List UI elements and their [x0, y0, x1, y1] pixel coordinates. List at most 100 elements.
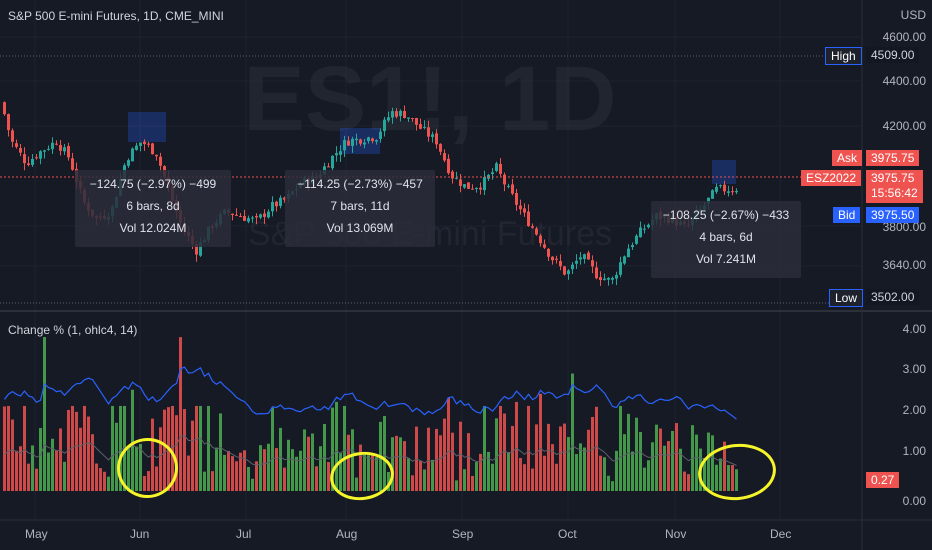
change-bar	[663, 445, 666, 491]
indicator-title[interactable]: Change % (1, ohlc4, 14)	[8, 323, 138, 337]
change-bar	[387, 471, 390, 491]
change-bar	[611, 481, 614, 491]
price-tick: 4200.00	[882, 119, 926, 133]
measurement-box[interactable]: −114.25 (−2.73%) −457 7 bars, 11d Vol 13…	[285, 170, 435, 247]
change-bar	[371, 453, 374, 491]
price-tick: 4600.00	[882, 30, 926, 44]
candle-body	[155, 154, 158, 157]
bar-countdown: 15:56:42	[871, 186, 918, 200]
change-bar	[619, 405, 622, 491]
candle-body	[619, 262, 622, 275]
change-bar	[87, 416, 90, 491]
change-bar	[95, 463, 98, 491]
change-bar	[307, 436, 310, 491]
candle-body	[403, 110, 406, 119]
time-tick: Oct	[558, 527, 577, 541]
change-bar	[515, 401, 518, 491]
candle-body	[247, 218, 250, 222]
candle-body	[263, 213, 266, 217]
measurement-bars: 7 bars, 11d	[330, 199, 390, 213]
change-bar	[531, 468, 534, 491]
candle-body	[391, 111, 394, 118]
measurement-box[interactable]: −108.25 (−2.67%) −433 4 bars, 6d Vol 7.2…	[651, 201, 801, 278]
candle-body	[387, 117, 390, 121]
change-bar	[319, 446, 322, 491]
candle-body	[627, 248, 630, 258]
candle-body	[547, 248, 550, 257]
price-tick: 3640.00	[882, 258, 926, 272]
candle-body	[643, 228, 646, 230]
measurement-box[interactable]: −124.75 (−2.97%) −499 6 bars, 8d Vol 12.…	[75, 170, 231, 247]
change-bar	[159, 427, 162, 491]
candle-body	[459, 179, 462, 186]
change-bar	[467, 433, 470, 491]
candle-body	[7, 114, 10, 131]
candle-body	[335, 153, 338, 156]
candle-body	[559, 261, 562, 267]
measurement-volume: Vol 7.241M	[695, 252, 757, 266]
change-bar	[379, 421, 382, 491]
change-bar	[631, 451, 634, 491]
change-bar	[215, 447, 218, 491]
candle-body	[15, 143, 18, 147]
candle-body	[131, 148, 134, 162]
candle-body	[483, 177, 486, 191]
change-bar	[279, 427, 282, 491]
candle-body	[251, 217, 254, 219]
candle-body	[615, 274, 618, 279]
change-bar	[139, 443, 142, 491]
candle-body	[439, 143, 442, 152]
candle-body	[11, 130, 14, 142]
change-bar	[283, 467, 286, 491]
chart-title[interactable]: S&P 500 E-mini Futures, 1D, CME_MINI	[8, 9, 224, 23]
change-bar	[623, 434, 626, 491]
candle-body	[443, 153, 446, 161]
change-bar	[335, 401, 338, 491]
change-bar	[479, 453, 482, 491]
candle-body	[31, 158, 34, 165]
change-bar	[475, 462, 478, 491]
change-bar	[699, 448, 702, 491]
change-bar	[495, 418, 498, 491]
candle-body	[451, 171, 454, 179]
candle-body	[503, 174, 506, 185]
change-bar	[131, 389, 134, 491]
change-bar	[199, 405, 202, 491]
change-bar	[207, 405, 210, 491]
change-bar	[443, 418, 446, 491]
change-bar	[527, 405, 530, 491]
change-bar	[483, 405, 486, 491]
measurement-change: −114.25 (−2.73%) −457	[297, 177, 423, 191]
change-bar	[183, 409, 186, 491]
candle-body	[127, 160, 130, 166]
candle-body	[519, 205, 522, 210]
change-bar	[551, 444, 554, 491]
candle-body	[587, 252, 590, 260]
change-bar	[679, 448, 682, 491]
measurement-volume: Vol 12.024M	[119, 221, 187, 235]
measurement-change: −108.25 (−2.67%) −433	[662, 208, 790, 222]
change-bar	[635, 417, 638, 491]
indicator-value-tag: 0.27	[866, 472, 900, 488]
change-bar	[19, 446, 22, 491]
change-bar	[63, 461, 66, 491]
change-bar	[103, 471, 106, 491]
change-bar	[711, 435, 714, 491]
change-bar	[447, 397, 450, 491]
change-bar	[507, 452, 510, 491]
indicator-tick: 4.00	[902, 322, 926, 336]
candle-body	[47, 148, 50, 150]
change-bar	[543, 455, 546, 491]
change-percent-bars	[3, 337, 738, 491]
candle-body	[63, 147, 66, 152]
candle-body	[535, 228, 538, 235]
candle-body	[59, 144, 62, 151]
change-bar	[171, 405, 174, 491]
change-bar	[423, 469, 426, 491]
change-bar	[303, 429, 306, 491]
change-bar	[395, 435, 398, 491]
change-bar	[211, 471, 214, 491]
candle-body	[375, 140, 378, 142]
change-bar	[315, 466, 318, 491]
candle-body	[555, 258, 558, 260]
